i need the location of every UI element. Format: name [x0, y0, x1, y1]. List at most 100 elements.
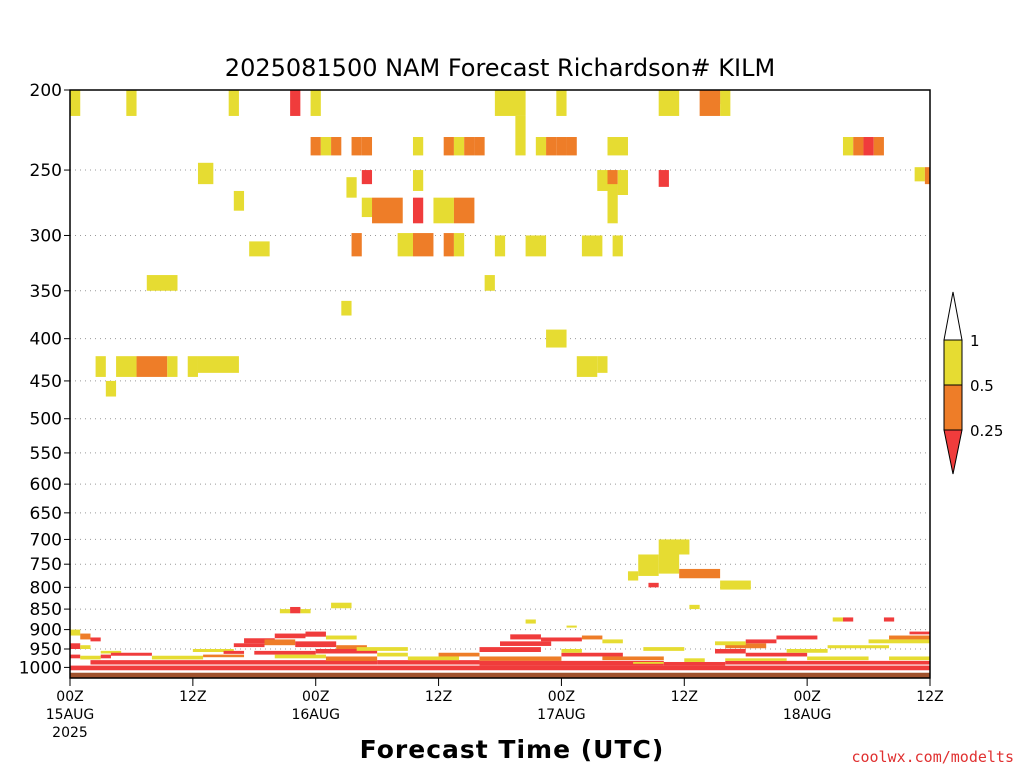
heatmap-cell: [924, 167, 930, 185]
x-tick-label: 12Z: [179, 689, 206, 705]
heatmap-cell: [372, 197, 403, 224]
heatmap-cell: [515, 115, 526, 138]
heatmap-cell: [868, 639, 930, 644]
heatmap-cell: [412, 197, 424, 224]
heatmap-cell: [566, 137, 577, 156]
heatmap-cell: [377, 660, 480, 665]
heatmap-cell: [500, 641, 552, 646]
heatmap-cell: [249, 241, 270, 257]
heatmap-cell: [254, 650, 316, 655]
heatmap-cell: [310, 90, 321, 116]
heatmap-cell: [228, 90, 239, 116]
heatmap-cell: [136, 356, 168, 377]
heatmap-cell: [494, 90, 526, 116]
heatmap-cell: [325, 656, 378, 661]
x-tick-label: 15AUG: [46, 707, 95, 723]
heatmap-cell: [889, 656, 930, 661]
heatmap-cell: [607, 170, 618, 195]
gridlines: [70, 169, 930, 650]
heatmap-cell: [914, 167, 925, 182]
heatmap-cell: [663, 661, 726, 666]
heatmap-cell: [361, 170, 373, 185]
heatmap-cell: [397, 233, 413, 257]
heatmap-cell: [540, 637, 582, 642]
x-tick-label: 12Z: [425, 689, 452, 705]
heatmap-cell: [70, 643, 81, 649]
heatmap-cell: [223, 650, 245, 654]
heatmap-cell: [351, 137, 362, 156]
heatmap-cell: [909, 631, 930, 635]
heatmap-cell: [331, 137, 342, 156]
heatmap-cell: [305, 631, 326, 637]
heatmap-cell: [70, 654, 81, 659]
heatmap-cell: [453, 197, 475, 224]
heatmap-cell: [720, 580, 751, 590]
heatmap-cell: [300, 609, 311, 614]
y-axis: 200 250 300 350 400 450 500 550 600 650 700 750 8008…: [19, 81, 70, 678]
heatmap-cell: [290, 606, 301, 614]
heatmap-cell: [325, 635, 357, 640]
heatmap-cell: [515, 137, 526, 156]
heatmap-cell: [581, 635, 603, 640]
x-tick-label: 18AUG: [783, 707, 832, 723]
heatmap-cell: [443, 233, 454, 257]
heatmap-cell: [105, 380, 117, 397]
y-tick-label: 200: [30, 81, 62, 101]
heatmap-cell: [827, 645, 890, 649]
heatmap-cell: [842, 617, 854, 622]
heatmap-cell: [151, 655, 204, 660]
heatmap-cell: [95, 356, 106, 377]
heatmap-cell: [648, 582, 659, 588]
legend-label: 0.5: [970, 377, 994, 395]
heatmap-cell: [546, 329, 567, 348]
heatmap-cell: [336, 645, 367, 649]
heatmap-cell: [443, 137, 454, 156]
x-axis: 00Z 15AUG 2025 12Z 00Z 16AUG 12Z 00Z 17AUG 12Z 00Z…: [46, 678, 944, 741]
heatmap-cell: [412, 233, 434, 257]
y-tick-label: 800: [30, 578, 62, 598]
y-tick-label: 900: [30, 621, 62, 641]
heatmap-cell: [377, 652, 408, 657]
heatmap-cell: [274, 654, 326, 659]
heatmap-cell: [412, 137, 424, 156]
heatmap-cell: [745, 639, 777, 644]
heatmap-cell: [561, 648, 582, 653]
heatmap-cell: [561, 652, 623, 657]
heatmap-cells: [70, 90, 930, 671]
y-tick-label: 250: [30, 161, 62, 181]
heatmap-cell: [832, 617, 843, 622]
legend-arrow-bottom: [943, 429, 963, 475]
x-tick-label: 00Z: [56, 689, 83, 705]
y-tick-label: 600: [30, 475, 62, 495]
legend-label: 1: [970, 332, 980, 350]
heatmap-cell: [556, 90, 567, 116]
x-tick-label: 00Z: [793, 689, 820, 705]
heatmap-cell: [100, 654, 111, 659]
heatmap-cell: [100, 650, 122, 654]
heatmap-cell: [70, 629, 81, 636]
y-tick-label: 700: [30, 530, 62, 550]
ground-layer: [70, 672, 930, 678]
heatmap-cell: [494, 235, 506, 257]
heatmap-cell: [576, 356, 598, 377]
heatmap-cell: [617, 170, 628, 195]
heatmap-cell: [412, 170, 424, 191]
heatmap-cell: [110, 652, 152, 656]
heatmap-cell: [315, 648, 378, 654]
heatmap-cell: [346, 177, 357, 198]
heatmap-cell: [474, 137, 485, 156]
heatmap-cell: [279, 609, 291, 614]
ground-bar: [70, 672, 930, 678]
heatmap-cell: [658, 90, 680, 116]
heatmap-cell: [90, 637, 101, 642]
heatmap-cell: [842, 137, 854, 156]
heatmap-cell: [192, 648, 234, 653]
legend-arrow-top: [943, 291, 963, 341]
heatmap-cell: [274, 633, 306, 639]
x-tick-label: 2025: [52, 725, 88, 741]
legend-swatch-yellow: [943, 339, 963, 386]
y-tick-label: 750: [30, 555, 62, 575]
heatmap-cell: [197, 356, 239, 373]
heatmap-cell: [290, 90, 301, 116]
heatmap-cell: [244, 638, 275, 644]
